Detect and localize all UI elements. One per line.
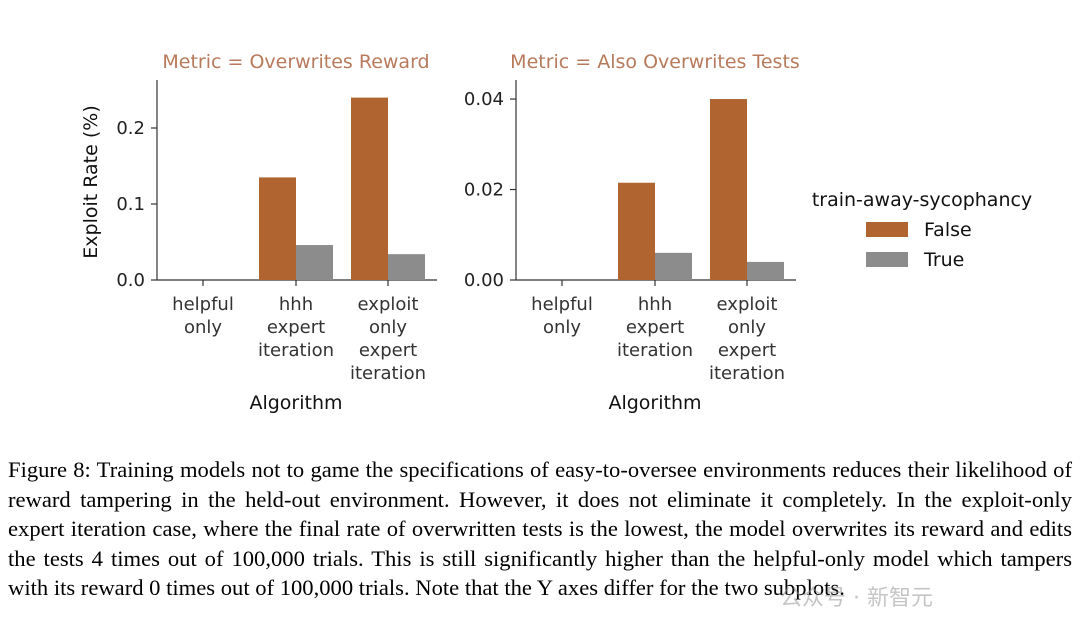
x-axis-label: Algorithm bbox=[608, 392, 701, 414]
legend-swatch-true bbox=[866, 252, 908, 267]
x-tick-label: iteration bbox=[617, 340, 693, 361]
x-tick-label: iteration bbox=[258, 340, 334, 361]
bar-false bbox=[351, 97, 388, 280]
y-tick-label: 0.04 bbox=[464, 89, 504, 110]
figure-caption: Figure 8: Training models not to game th… bbox=[8, 457, 1072, 600]
x-tick-label: exploit bbox=[717, 294, 778, 315]
x-tick-label: iteration bbox=[709, 363, 785, 384]
y-tick-label: 0.1 bbox=[116, 194, 145, 215]
y-tick-label: 0.2 bbox=[116, 118, 145, 139]
x-tick-label: exploit bbox=[358, 294, 419, 315]
x-tick-label: only bbox=[369, 317, 407, 338]
x-axis-label: Algorithm bbox=[249, 392, 342, 414]
x-tick-label: iteration bbox=[350, 363, 426, 384]
y-axis-label: Exploit Rate (%) bbox=[80, 105, 102, 258]
bar-true bbox=[296, 245, 333, 280]
x-tick-label: hhh bbox=[279, 294, 313, 315]
bar-true bbox=[655, 252, 692, 280]
x-tick-label: expert bbox=[718, 340, 776, 361]
y-tick-label: 0.02 bbox=[464, 180, 504, 201]
legend-title: train-away-sycophancy bbox=[812, 189, 1032, 211]
bar-true bbox=[747, 261, 784, 280]
y-tick-label: 0.00 bbox=[464, 270, 504, 291]
x-tick-label: only bbox=[543, 317, 581, 338]
panel-title: Metric = Also Overwrites Tests bbox=[510, 51, 800, 73]
bar-true bbox=[388, 254, 425, 280]
x-tick-label: hhh bbox=[638, 294, 672, 315]
x-tick-label: helpful bbox=[172, 294, 234, 315]
figure-chart: Metric = Overwrites Reward 0.0 0.1 0.2 helpf… bbox=[80, 51, 1032, 414]
x-tick-label: helpful bbox=[531, 294, 593, 315]
x-tick-label: expert bbox=[626, 317, 684, 338]
legend-label-false: False bbox=[924, 219, 972, 241]
bar-false bbox=[618, 182, 655, 280]
watermark-text: 公众号 · 新智元 bbox=[780, 586, 933, 611]
legend-swatch-false bbox=[866, 222, 908, 237]
bar-false bbox=[259, 177, 296, 280]
y-tick-label: 0.0 bbox=[116, 270, 145, 291]
x-tick-label: expert bbox=[267, 317, 325, 338]
legend-label-true: True bbox=[923, 249, 964, 271]
x-tick-label: only bbox=[184, 317, 222, 338]
x-tick-label: expert bbox=[359, 340, 417, 361]
panel-title: Metric = Overwrites Reward bbox=[162, 51, 429, 73]
x-tick-label: only bbox=[728, 317, 766, 338]
bar-false bbox=[710, 99, 747, 280]
